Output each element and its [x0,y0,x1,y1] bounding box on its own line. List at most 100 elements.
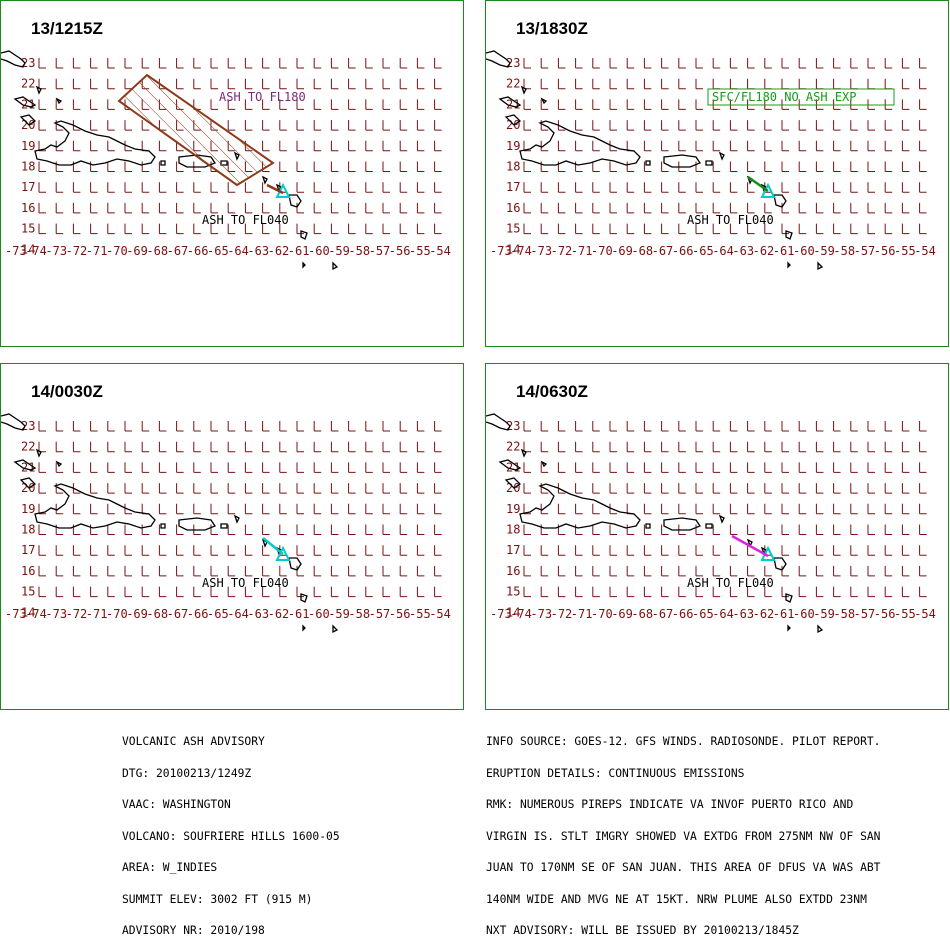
forecast-panel-2: 23 22 21 20 19 18 17 16 15 14 -73 -74 -73 -72 -71 -70 -6… [485,0,949,347]
grid-tick [729,223,738,235]
ash-plume [262,537,284,555]
longitude-label: -55 [409,244,431,258]
grid-tick [90,58,98,69]
grid-tick [661,565,669,577]
latitude-label: 18 [506,160,520,174]
grid-tick [227,99,236,110]
grid-tick [729,524,738,535]
grid-tick [399,545,408,556]
grid-tick [262,120,270,131]
grid-tick [592,182,600,193]
grid-tick [90,120,98,131]
grid-tick [798,586,807,598]
grid-tick [575,202,583,214]
longitude-label: -61 [288,244,310,258]
coastline-segment [19,114,37,126]
grid-tick [747,503,755,515]
grid-tick [626,202,635,214]
grid-tick [348,421,356,432]
grid-tick [227,223,236,235]
grid-tick [227,182,236,193]
longitude-label: -54 [429,244,451,258]
grid-tick [729,140,738,152]
grid-tick [867,545,875,556]
grid-tick [55,483,64,494]
grid-tick [609,223,617,235]
latitude-label: 23 [506,56,520,70]
advisory-line: VOLCANO: SOUFRIERE HILLS 1600-05 [122,829,340,843]
grid-tick [382,565,390,577]
grid-tick [434,524,442,535]
grid-tick [244,441,253,453]
grid-tick [901,524,910,535]
grid-tick [729,441,738,453]
grid-tick [279,586,287,598]
coastline-segment [160,160,166,166]
grid-tick [193,503,201,515]
coastline-segment [486,413,511,431]
grid-tick [348,120,356,131]
grid-tick [38,140,46,152]
grid-tick [575,545,583,556]
grid-tick [661,462,669,473]
grid-tick [382,223,390,235]
grid-tick [592,545,600,556]
grid-tick [279,503,287,515]
grid-tick [107,586,115,598]
grid-tick [296,503,304,515]
grid-tick [729,483,738,494]
map-canvas: 23222120191817161514-73-74-73-72-71-70-6… [486,50,936,271]
longitude-label: -68 [631,244,653,258]
grid-tick [884,161,893,172]
grid-tick [141,441,150,453]
grid-tick [919,586,927,598]
grid-tick [330,78,339,90]
grid-tick [575,524,583,535]
grid-tick [90,483,98,494]
lat-lon-grid [523,58,927,235]
grid-tick [575,99,583,110]
longitude-label: -74 [25,607,47,621]
expire-box [707,88,895,106]
grid-tick [262,441,270,453]
grid-tick [193,462,201,473]
grid-tick [210,565,218,577]
coastline-segment [261,175,268,185]
grid-tick [523,99,531,110]
grid-tick [399,202,408,214]
latitude-label: 16 [506,564,520,578]
grid-tick [798,545,807,556]
grid-tick [815,120,824,131]
grid-tick [557,202,566,214]
grid-tick [626,421,635,432]
longitude-label: -63 [247,244,269,258]
longitude-label: -73 [5,244,27,258]
coastline-segment [13,459,37,471]
grid-tick [661,223,669,235]
grid-tick [575,441,583,453]
coastline-segment [663,517,701,531]
grid-tick [348,586,356,598]
grid-tick [815,421,824,432]
grid-tick [279,120,287,131]
coastline-segment [34,483,156,529]
grid-tick [798,58,807,69]
grid-tick [158,223,167,235]
grid-tick [313,99,322,110]
grid-tick [815,202,824,214]
grid-tick [523,503,531,515]
grid-tick [833,462,841,473]
grid-tick [107,202,115,214]
grid-tick [557,586,566,598]
longitude-label: -73 [490,244,512,258]
grid-tick [678,202,686,214]
grid-tick [348,524,356,535]
grid-tick [176,524,184,535]
grid-tick [626,223,635,235]
grid-tick [244,545,253,556]
grid-tick [798,182,807,193]
grid-tick [678,565,686,577]
grid-tick [330,161,339,172]
longitude-label: -56 [874,244,896,258]
grid-tick [279,223,287,235]
